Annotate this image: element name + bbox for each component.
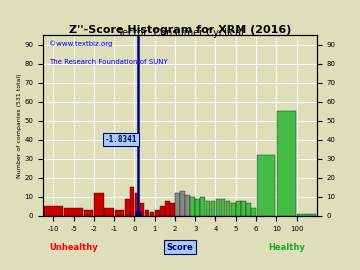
Bar: [140, 203, 144, 216]
Bar: [175, 193, 180, 216]
Bar: [170, 203, 175, 216]
Bar: [257, 155, 275, 216]
Bar: [180, 191, 185, 216]
Bar: [246, 203, 251, 216]
Text: The Research Foundation of SUNY: The Research Foundation of SUNY: [49, 59, 167, 65]
Bar: [206, 201, 210, 216]
Bar: [190, 197, 195, 216]
Bar: [114, 210, 124, 216]
Bar: [44, 207, 63, 216]
Bar: [231, 203, 235, 216]
Bar: [277, 111, 296, 216]
Bar: [216, 199, 220, 216]
Bar: [195, 199, 200, 216]
Text: Score: Score: [167, 243, 193, 252]
Bar: [211, 201, 215, 216]
Bar: [155, 210, 159, 216]
Text: Healthy: Healthy: [268, 243, 305, 252]
Bar: [135, 193, 139, 216]
Bar: [185, 195, 190, 216]
Bar: [94, 193, 104, 216]
Bar: [64, 208, 83, 216]
Bar: [130, 187, 134, 216]
Bar: [125, 199, 134, 216]
Y-axis label: Number of companies (531 total): Number of companies (531 total): [17, 73, 22, 178]
Bar: [226, 201, 230, 216]
Text: ©www.textbiz.org: ©www.textbiz.org: [49, 40, 112, 47]
Bar: [241, 201, 246, 216]
Bar: [297, 214, 316, 216]
Bar: [160, 207, 165, 216]
Bar: [165, 201, 170, 216]
Bar: [84, 210, 94, 216]
Bar: [251, 208, 256, 216]
Text: -1.8341: -1.8341: [105, 135, 137, 144]
Bar: [150, 212, 154, 216]
Bar: [221, 199, 225, 216]
Bar: [201, 197, 205, 216]
Text: Unhealthy: Unhealthy: [49, 243, 98, 252]
Bar: [145, 210, 149, 216]
Bar: [236, 201, 240, 216]
Text: Sector: Consumer Cyclical: Sector: Consumer Cyclical: [116, 28, 244, 38]
Title: Z''-Score Histogram for XRM (2016): Z''-Score Histogram for XRM (2016): [69, 25, 291, 35]
Bar: [104, 208, 114, 216]
